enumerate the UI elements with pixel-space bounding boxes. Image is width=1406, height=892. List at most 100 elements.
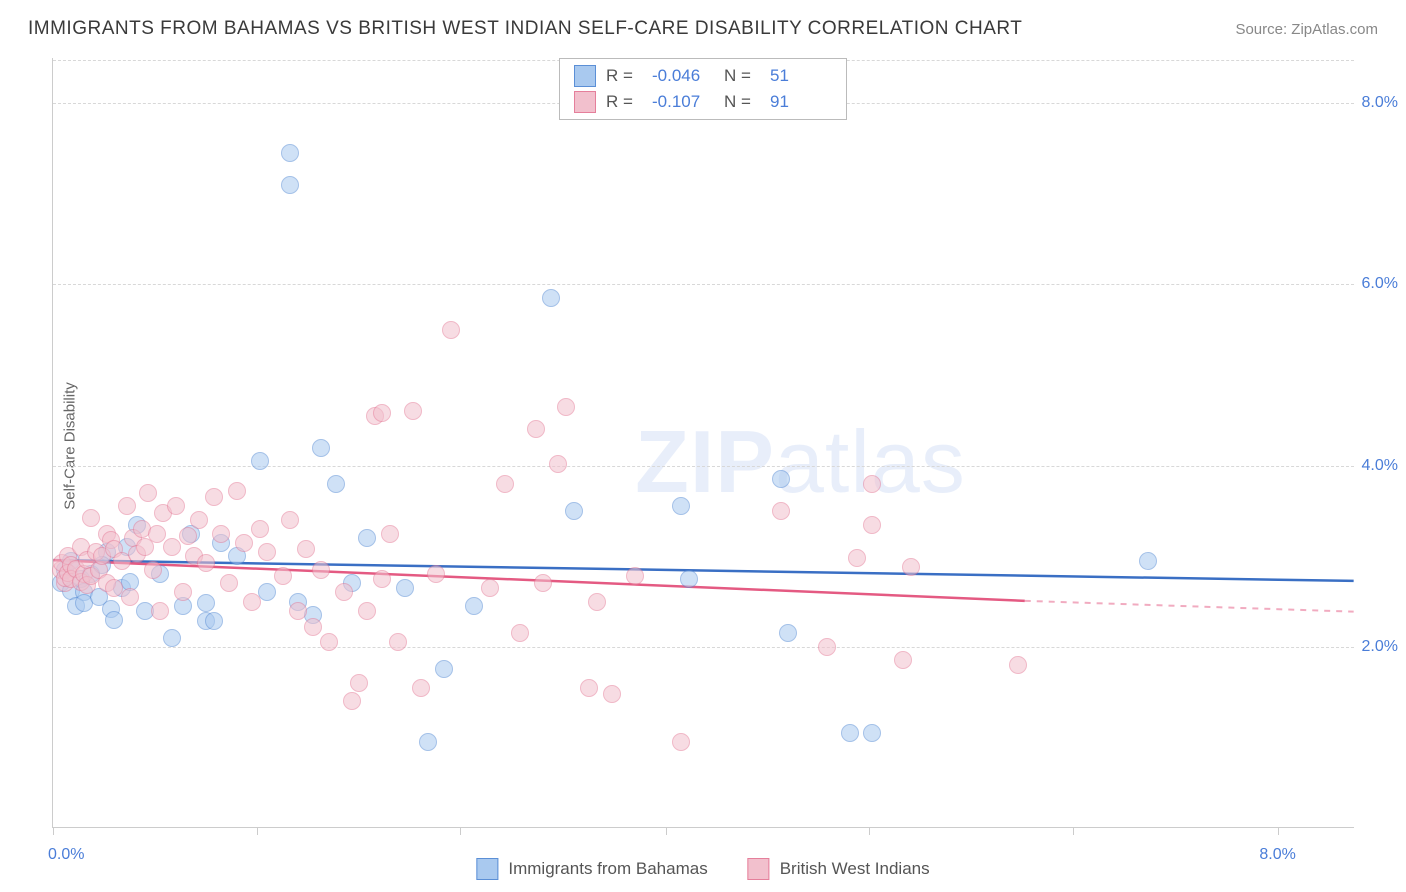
data-point — [626, 567, 644, 585]
data-point — [228, 482, 246, 500]
data-point — [404, 402, 422, 420]
data-point — [251, 452, 269, 470]
data-point — [772, 470, 790, 488]
chart-title: IMMIGRANTS FROM BAHAMAS VS BRITISH WEST … — [28, 18, 1022, 40]
data-point — [179, 527, 197, 545]
data-point — [603, 685, 621, 703]
data-point — [205, 488, 223, 506]
legend-correlation: R = -0.046 N = 51 R = -0.107 N = 91 — [559, 58, 847, 120]
data-point — [220, 574, 238, 592]
data-point — [465, 597, 483, 615]
watermark-bold: ZIP — [635, 412, 775, 511]
chart-source: Source: ZipAtlas.com — [1235, 21, 1378, 38]
data-point — [197, 554, 215, 572]
data-point — [82, 509, 100, 527]
data-point — [565, 502, 583, 520]
y-tick-label: 2.0% — [1362, 638, 1398, 656]
data-point — [863, 516, 881, 534]
chart-area: ZIPatlas 2.0%4.0%6.0%8.0% — [52, 58, 1354, 828]
legend-swatch — [476, 858, 498, 880]
legend-swatch — [574, 91, 596, 113]
x-tick — [460, 827, 461, 835]
data-point — [358, 602, 376, 620]
legend-n-value: 51 — [770, 66, 832, 86]
x-axis-max-label: 8.0% — [1259, 846, 1295, 864]
data-point — [312, 561, 330, 579]
data-point — [1009, 656, 1027, 674]
data-point — [297, 540, 315, 558]
legend-series-label: Immigrants from Bahamas — [508, 859, 707, 879]
data-point — [427, 565, 445, 583]
y-tick-label: 4.0% — [1362, 457, 1398, 475]
legend-series-item: Immigrants from Bahamas — [476, 858, 707, 880]
x-tick — [666, 827, 667, 835]
legend-swatch — [574, 65, 596, 87]
legend-r-label: R = — [606, 92, 642, 112]
data-point — [121, 588, 139, 606]
data-point — [281, 144, 299, 162]
gridline — [53, 647, 1354, 648]
data-point — [442, 321, 460, 339]
data-point — [848, 549, 866, 567]
data-point — [419, 733, 437, 751]
y-tick-label: 6.0% — [1362, 275, 1398, 293]
data-point — [174, 583, 192, 601]
data-point — [258, 583, 276, 601]
data-point — [327, 475, 345, 493]
data-point — [534, 574, 552, 592]
data-point — [381, 525, 399, 543]
x-tick — [869, 827, 870, 835]
data-point — [258, 543, 276, 561]
chart-header: IMMIGRANTS FROM BAHAMAS VS BRITISH WEST … — [28, 18, 1378, 40]
data-point — [373, 404, 391, 422]
data-point — [243, 593, 261, 611]
legend-series-item: British West Indians — [748, 858, 930, 880]
data-point — [335, 583, 353, 601]
gridline — [53, 466, 1354, 467]
data-point — [251, 520, 269, 538]
data-point — [289, 602, 307, 620]
data-point — [902, 558, 920, 576]
x-tick — [53, 827, 54, 835]
legend-series-label: British West Indians — [780, 859, 930, 879]
data-point — [588, 593, 606, 611]
data-point — [281, 176, 299, 194]
data-point — [163, 629, 181, 647]
data-point — [580, 679, 598, 697]
legend-n-label: N = — [724, 66, 760, 86]
data-point — [320, 633, 338, 651]
gridline — [53, 284, 1354, 285]
x-tick — [257, 827, 258, 835]
data-point — [312, 439, 330, 457]
legend-correlation-row: R = -0.046 N = 51 — [574, 63, 832, 89]
data-point — [818, 638, 836, 656]
data-point — [863, 724, 881, 742]
data-point — [343, 692, 361, 710]
data-point — [863, 475, 881, 493]
data-point — [139, 484, 157, 502]
data-point — [350, 674, 368, 692]
legend-correlation-row: R = -0.107 N = 91 — [574, 89, 832, 115]
data-point — [105, 611, 123, 629]
data-point — [496, 475, 514, 493]
data-point — [190, 511, 208, 529]
x-tick — [1073, 827, 1074, 835]
data-point — [358, 529, 376, 547]
data-point — [396, 579, 414, 597]
data-point — [167, 497, 185, 515]
data-point — [118, 497, 136, 515]
data-point — [549, 455, 567, 473]
data-point — [527, 420, 545, 438]
data-point — [481, 579, 499, 597]
data-point — [542, 289, 560, 307]
x-tick — [1278, 827, 1279, 835]
legend-swatch — [748, 858, 770, 880]
data-point — [144, 561, 162, 579]
data-point — [212, 525, 230, 543]
data-point — [435, 660, 453, 678]
data-point — [235, 534, 253, 552]
data-point — [1139, 552, 1157, 570]
data-point — [412, 679, 430, 697]
data-point — [680, 570, 698, 588]
data-point — [148, 525, 166, 543]
